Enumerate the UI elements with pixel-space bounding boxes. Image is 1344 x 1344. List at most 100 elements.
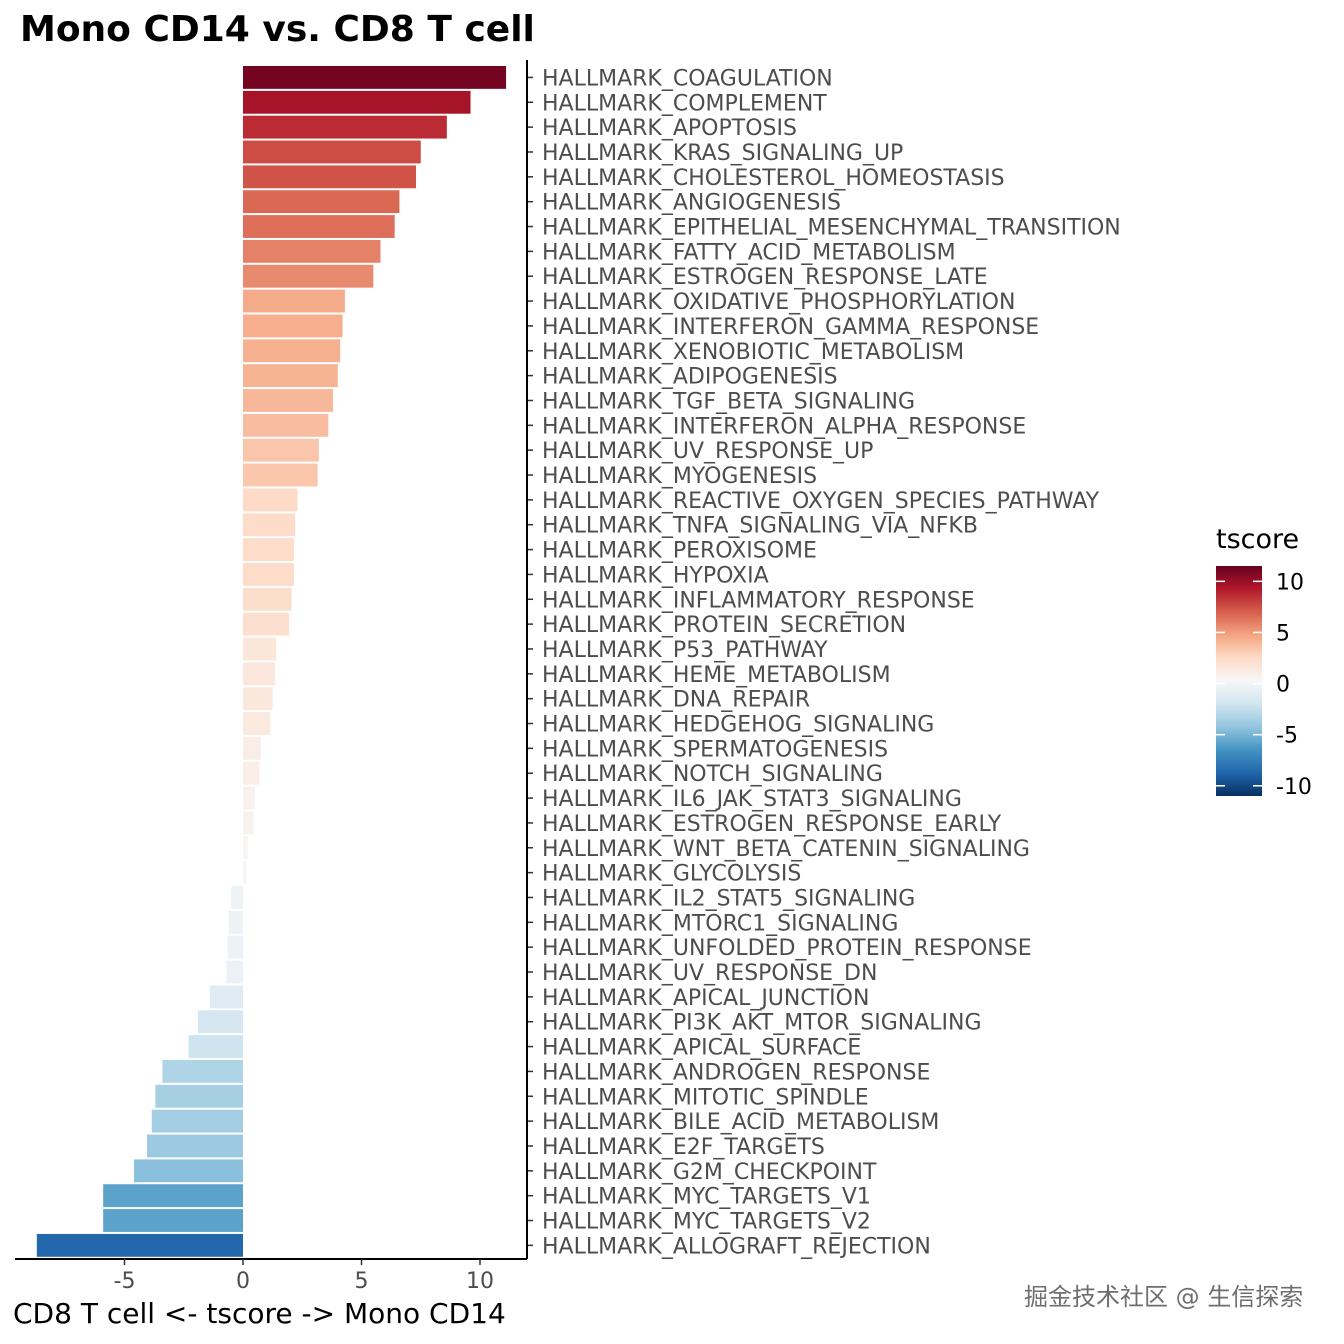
- category-label: HALLMARK_APICAL_SURFACE: [542, 1036, 861, 1061]
- bar: [243, 861, 247, 885]
- bar: [243, 662, 275, 686]
- bar: [243, 364, 338, 388]
- bar: [243, 239, 381, 263]
- bar: [243, 463, 318, 487]
- bar: [243, 612, 290, 636]
- bar: [226, 960, 243, 984]
- bar: [155, 1084, 243, 1108]
- legend-tick-label: -10: [1276, 775, 1312, 800]
- bar: [243, 587, 292, 611]
- category-label: HALLMARK_DNA_REPAIR: [542, 688, 810, 713]
- category-label: HALLMARK_INTERFERON_GAMMA_RESPONSE: [542, 315, 1039, 340]
- category-label: HALLMARK_REACTIVE_OXYGEN_SPECIES_PATHWAY: [542, 489, 1100, 514]
- category-label: HALLMARK_BILE_ACID_METABOLISM: [542, 1110, 939, 1135]
- x-tick-label: -5: [114, 1269, 136, 1294]
- bar: [243, 761, 260, 785]
- x-tick-label: 0: [236, 1269, 250, 1294]
- legend: tscore 10 5 0 -5 -10: [1216, 524, 1312, 800]
- legend-tick-label: 10: [1276, 570, 1304, 595]
- bar: [243, 90, 471, 114]
- bar: [243, 215, 395, 238]
- category-label: HALLMARK_APICAL_JUNCTION: [542, 986, 869, 1011]
- category-label: HALLMARK_UV_RESPONSE_DN: [542, 961, 877, 986]
- category-label: HALLMARK_GLYCOLYSIS: [542, 862, 801, 887]
- bar: [243, 314, 343, 338]
- category-label: HALLMARK_XENOBIOTIC_METABOLISM: [542, 340, 964, 365]
- category-label: HALLMARK_WNT_BETA_CATENIN_SIGNALING: [542, 837, 1030, 862]
- legend-colorbar: [1216, 566, 1262, 796]
- category-label: HALLMARK_PEROXISOME: [542, 539, 817, 564]
- bar: [103, 1184, 243, 1208]
- bar: [188, 1035, 243, 1058]
- x-axis-title: CD8 T cell <- tscore -> Mono CD14: [13, 1297, 506, 1330]
- axes: -5 0 5 10: [15, 60, 533, 1294]
- bar: [228, 910, 243, 934]
- bar: [103, 1209, 243, 1232]
- category-label: HALLMARK_UV_RESPONSE_UP: [542, 439, 873, 464]
- bar: [133, 1159, 243, 1183]
- bar: [243, 786, 255, 810]
- bar: [209, 985, 243, 1009]
- bar: [227, 935, 243, 959]
- bar: [243, 488, 298, 512]
- bar: [197, 1010, 243, 1034]
- category-label: HALLMARK_PROTEIN_SECRETION: [542, 613, 906, 638]
- category-label: HALLMARK_ESTROGEN_RESPONSE_EARLY: [542, 812, 1002, 837]
- bar: [231, 886, 243, 909]
- category-label: HALLMARK_FATTY_ACID_METABOLISM: [542, 240, 956, 265]
- bar: [243, 736, 261, 760]
- category-label: HALLMARK_UNFOLDED_PROTEIN_RESPONSE: [542, 936, 1032, 961]
- bar: [243, 513, 296, 537]
- category-label: HALLMARK_NOTCH_SIGNALING: [542, 762, 883, 787]
- category-label: HALLMARK_MYC_TARGETS_V1: [542, 1185, 871, 1210]
- category-label: HALLMARK_P53_PATHWAY: [542, 638, 828, 663]
- bar: [151, 1109, 243, 1133]
- category-label: HALLMARK_ADIPOGENESIS: [542, 365, 838, 390]
- bar: [243, 538, 294, 561]
- bar: [243, 389, 334, 412]
- category-label: HALLMARK_COMPLEMENT: [542, 91, 827, 116]
- category-label: HALLMARK_MYC_TARGETS_V2: [542, 1210, 871, 1235]
- category-label: HALLMARK_MTORC1_SIGNALING: [542, 911, 898, 936]
- category-label: HALLMARK_ESTROGEN_RESPONSE_LATE: [542, 265, 988, 290]
- category-label: HALLMARK_IL2_STAT5_SIGNALING: [542, 886, 915, 911]
- category-label: HALLMARK_OXIDATIVE_PHOSPHORYLATION: [542, 290, 1015, 315]
- chart-title: Mono CD14 vs. CD8 T cell: [20, 9, 535, 50]
- category-label: HALLMARK_MITOTIC_SPINDLE: [542, 1085, 869, 1110]
- category-label: HALLMARK_PI3K_AKT_MTOR_SIGNALING: [542, 1011, 982, 1036]
- bar: [243, 637, 277, 661]
- bar: [243, 413, 329, 437]
- category-label: HALLMARK_SPERMATOGENESIS: [542, 737, 888, 762]
- category-label: HALLMARK_IL6_JAK_STAT3_SIGNALING: [542, 787, 962, 812]
- bar: [147, 1134, 243, 1158]
- category-label: HALLMARK_HEDGEHOG_SIGNALING: [542, 713, 934, 738]
- bar: [243, 563, 294, 586]
- bar: [243, 264, 374, 288]
- bar: [243, 165, 417, 189]
- legend-tick-label: 5: [1276, 621, 1290, 646]
- x-tick-label: 10: [466, 1269, 494, 1294]
- bar: [243, 712, 271, 735]
- bar: [243, 190, 400, 214]
- category-label: HALLMARK_EPITHELIAL_MESENCHYMAL_TRANSITI…: [542, 216, 1121, 241]
- category-label: HALLMARK_ANDROGEN_RESPONSE: [542, 1060, 930, 1085]
- category-label: HALLMARK_HEME_METABOLISM: [542, 663, 891, 688]
- category-label: HALLMARK_CHOLESTEROL_HOMEOSTASIS: [542, 166, 1005, 191]
- bar: [243, 339, 341, 363]
- watermark: 掘金技术社区 @ 生信探索: [1024, 1283, 1303, 1311]
- category-label: HALLMARK_HYPOXIA: [542, 563, 769, 588]
- bar: [243, 115, 447, 139]
- category-label: HALLMARK_ANGIOGENESIS: [542, 191, 841, 216]
- category-label: HALLMARK_E2F_TARGETS: [542, 1135, 825, 1160]
- category-label: HALLMARK_TNFA_SIGNALING_VIA_NFKB: [542, 514, 978, 539]
- bar: [243, 289, 345, 313]
- legend-title: tscore: [1216, 524, 1299, 555]
- category-label: HALLMARK_COAGULATION: [542, 66, 833, 91]
- bar: [243, 687, 273, 711]
- category-label: HALLMARK_INFLAMMATORY_RESPONSE: [542, 588, 975, 613]
- category-label: HALLMARK_ALLOGRAFT_REJECTION: [542, 1234, 931, 1259]
- category-label: HALLMARK_MYOGENESIS: [542, 464, 817, 489]
- legend-tick-label: 0: [1276, 673, 1290, 698]
- bar: [36, 1233, 244, 1257]
